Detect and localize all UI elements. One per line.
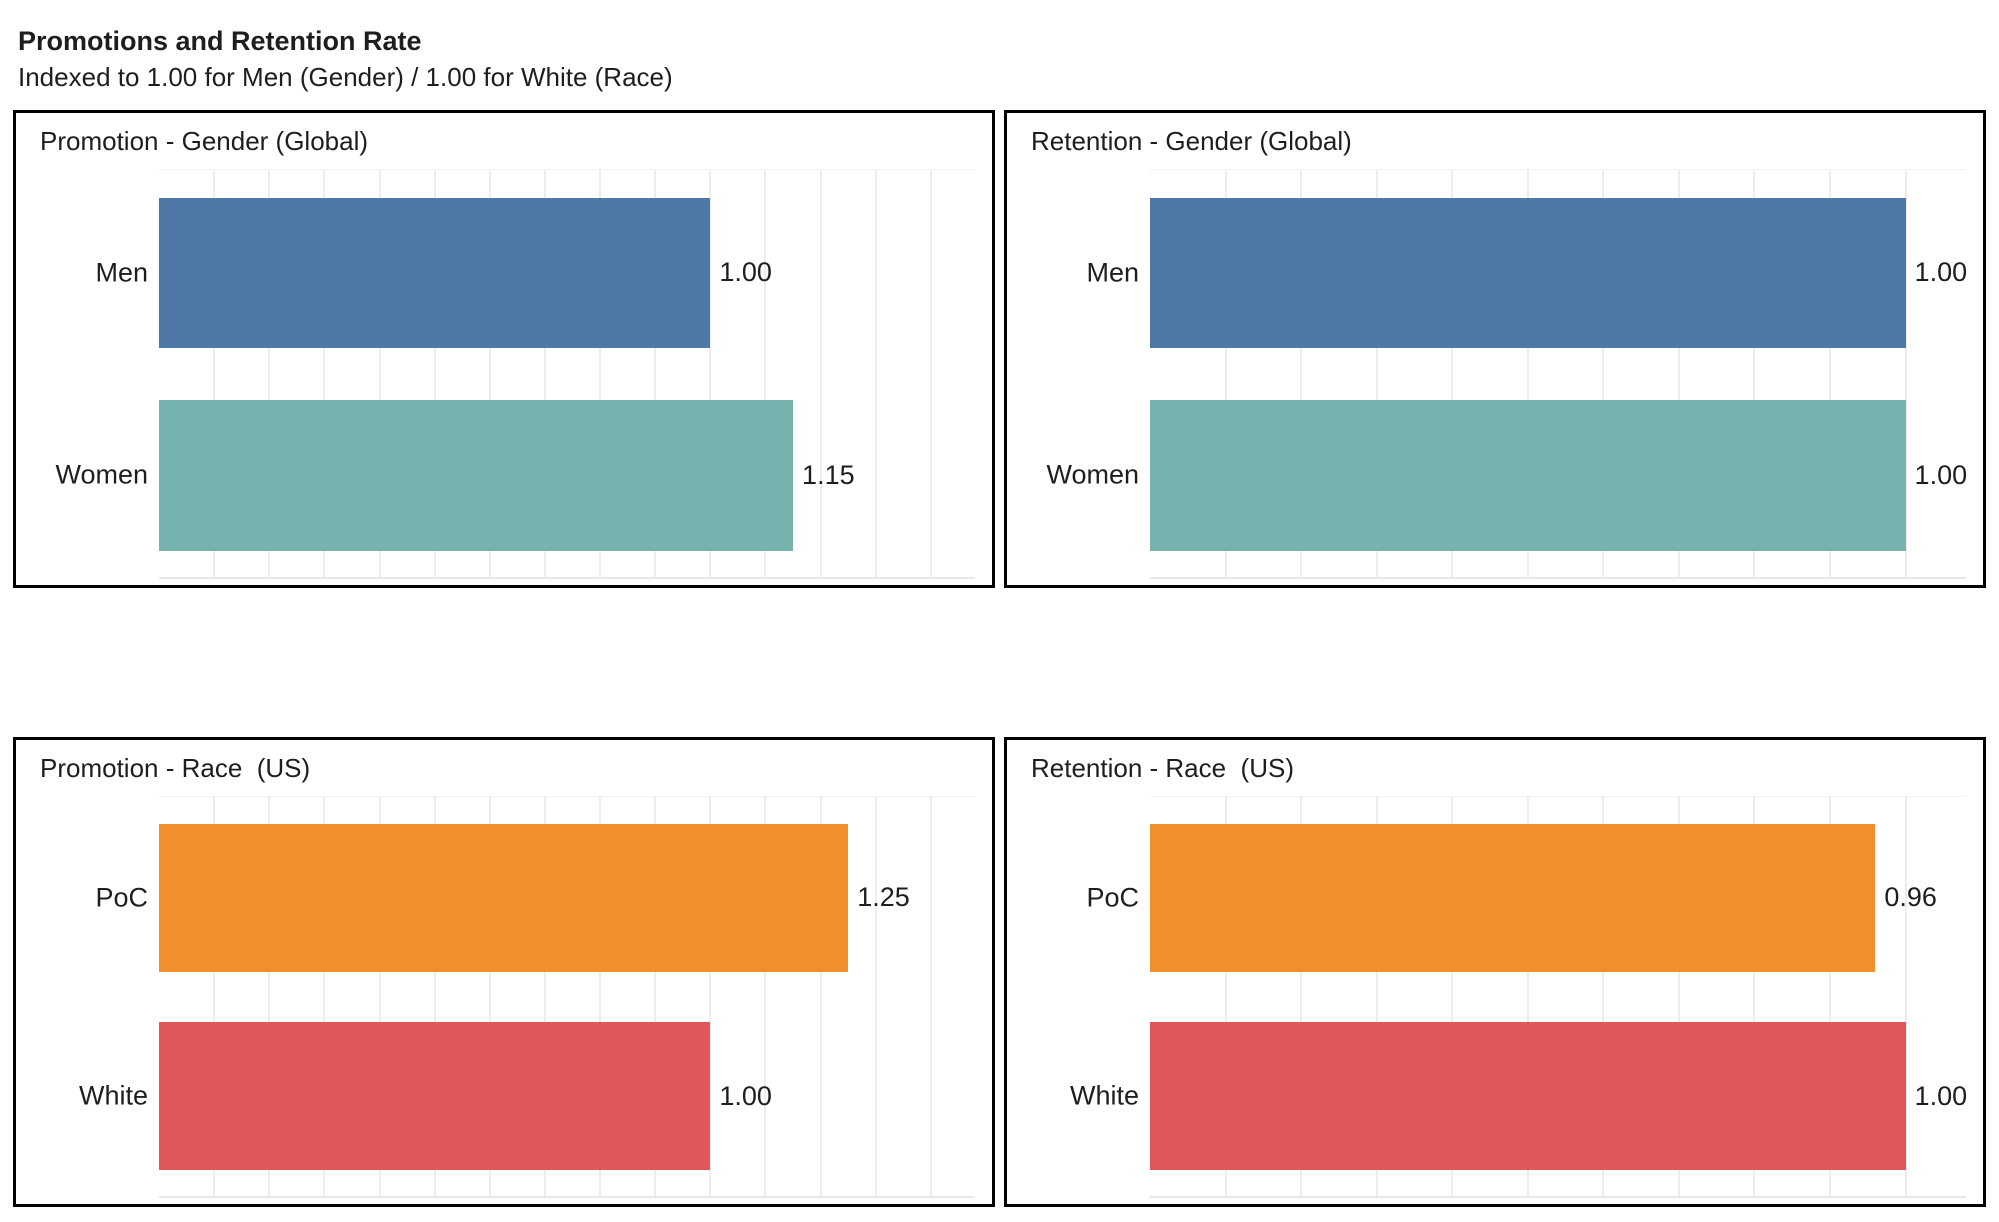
bar-poc[interactable]: [1150, 824, 1876, 972]
gridline: [1300, 797, 1303, 1196]
gridline: [599, 797, 602, 1196]
gridline: [543, 170, 546, 577]
gridline: [654, 797, 657, 1196]
value-label: 1.25: [857, 882, 910, 913]
category-label-men: Men: [1086, 257, 1139, 288]
gridline: [488, 170, 491, 577]
bar-poc[interactable]: [159, 824, 849, 972]
gridline: [323, 797, 326, 1196]
category-label-poc: PoC: [95, 882, 148, 913]
gridline: [1224, 797, 1227, 1196]
gridline: [874, 170, 877, 577]
bar-row-men: Men 1.00: [95, 197, 975, 349]
gridline: [1526, 797, 1529, 1196]
bar-row-women: Women 1.00: [1046, 399, 1968, 551]
gridline: [1224, 170, 1227, 577]
gridline: [433, 797, 436, 1196]
plot-area: PoC 1.25 White 1.00: [79, 796, 975, 1198]
gridline: [819, 170, 822, 577]
bar-women[interactable]: [1150, 399, 1906, 551]
category-label-men: Men: [95, 257, 148, 288]
bar-men[interactable]: [1150, 197, 1906, 349]
bar-row-white: White 1.00: [1070, 1022, 1968, 1171]
category-label-poc: PoC: [1086, 882, 1139, 913]
gridline: [1375, 797, 1378, 1196]
panel-title: Promotion - Gender (Global): [40, 126, 369, 156]
gridline: [709, 797, 712, 1196]
gridline: [1375, 170, 1378, 577]
bar-women[interactable]: [159, 399, 794, 551]
value-label: 1.15: [802, 459, 855, 490]
value-label: 1.00: [1914, 1080, 1968, 1111]
gridline: [323, 170, 326, 577]
gridline: [599, 170, 602, 577]
gridline: [213, 797, 216, 1196]
gridline: [268, 797, 271, 1196]
panel-title: Retention - Gender (Global): [1031, 126, 1352, 156]
bar-row-women: Women 1.15: [55, 399, 975, 551]
value-label: 1.00: [1914, 459, 1968, 490]
panel-promotion-race-us: Promotion - Race (US) PoC 1.25 White 1.00: [13, 737, 995, 1207]
bar-white[interactable]: [159, 1022, 711, 1171]
plot-area: PoC 0.96 White 1.00: [1070, 796, 1968, 1198]
value-label: 1.00: [719, 1080, 772, 1111]
gridline: [819, 797, 822, 1196]
gridline: [929, 797, 932, 1196]
gridline: [543, 797, 546, 1196]
gridline: [1753, 170, 1756, 577]
gridline: [1602, 797, 1605, 1196]
gridline: [1677, 170, 1680, 577]
gridline: [1904, 797, 1907, 1196]
bar-men[interactable]: [159, 197, 711, 349]
gridline: [1602, 170, 1605, 577]
gridline: [709, 170, 712, 577]
bar-row-white: White 1.00: [79, 1022, 975, 1171]
gridline: [433, 170, 436, 577]
dashboard-title: Promotions and Retention Rate: [18, 26, 422, 56]
category-label-women: Women: [55, 459, 148, 490]
gridline: [1451, 170, 1454, 577]
gridline: [1451, 797, 1454, 1196]
gridline: [1526, 170, 1529, 577]
gridline: [268, 170, 271, 577]
gridline: [1753, 797, 1756, 1196]
plot-area: Men 1.00 Women 1.15: [55, 169, 975, 579]
gridline: [378, 170, 381, 577]
gridline: [1300, 170, 1303, 577]
gridline: [213, 170, 216, 577]
gridline: [874, 797, 877, 1196]
category-label-white: White: [1069, 1080, 1139, 1111]
gridline: [1677, 797, 1680, 1196]
plot-area: Men 1.00 Women 1.00: [1046, 169, 1968, 579]
bar-row-poc: PoC 0.96: [1086, 824, 1966, 972]
gridline: [1829, 797, 1831, 1196]
dashboard-subtitle: Indexed to 1.00 for Men (Gender) / 1.00 …: [18, 62, 673, 92]
bar-row-men: Men 1.00: [1086, 197, 1968, 349]
gridline: [764, 797, 767, 1196]
gridline: [764, 170, 767, 577]
panel-retention-race-us: Retention - Race (US) PoC 0.96 White 1.00: [1004, 737, 1986, 1207]
gridline: [929, 170, 932, 577]
gridline: [654, 170, 657, 577]
value-label: 0.96: [1884, 882, 1937, 913]
gridline: [488, 797, 491, 1196]
value-label: 1.00: [1914, 257, 1968, 288]
gridline: [1829, 170, 1831, 577]
gridline: [1904, 170, 1907, 577]
category-label-women: Women: [1046, 459, 1139, 490]
bar-white[interactable]: [1150, 1022, 1906, 1171]
panel-promotion-gender-global: Promotion - Gender (Global) Men 1.00 Women…: [13, 110, 995, 588]
panel-title: Retention - Race (US): [1031, 753, 1294, 783]
panel-retention-gender-global: Retention - Gender (Global) Men 1.00 Women…: [1004, 110, 1986, 588]
value-label: 1.00: [719, 257, 772, 288]
category-label-white: White: [78, 1080, 148, 1111]
gridline: [378, 797, 381, 1196]
bar-row-poc: PoC 1.25: [95, 824, 975, 972]
panel-title: Promotion - Race (US): [40, 753, 311, 783]
